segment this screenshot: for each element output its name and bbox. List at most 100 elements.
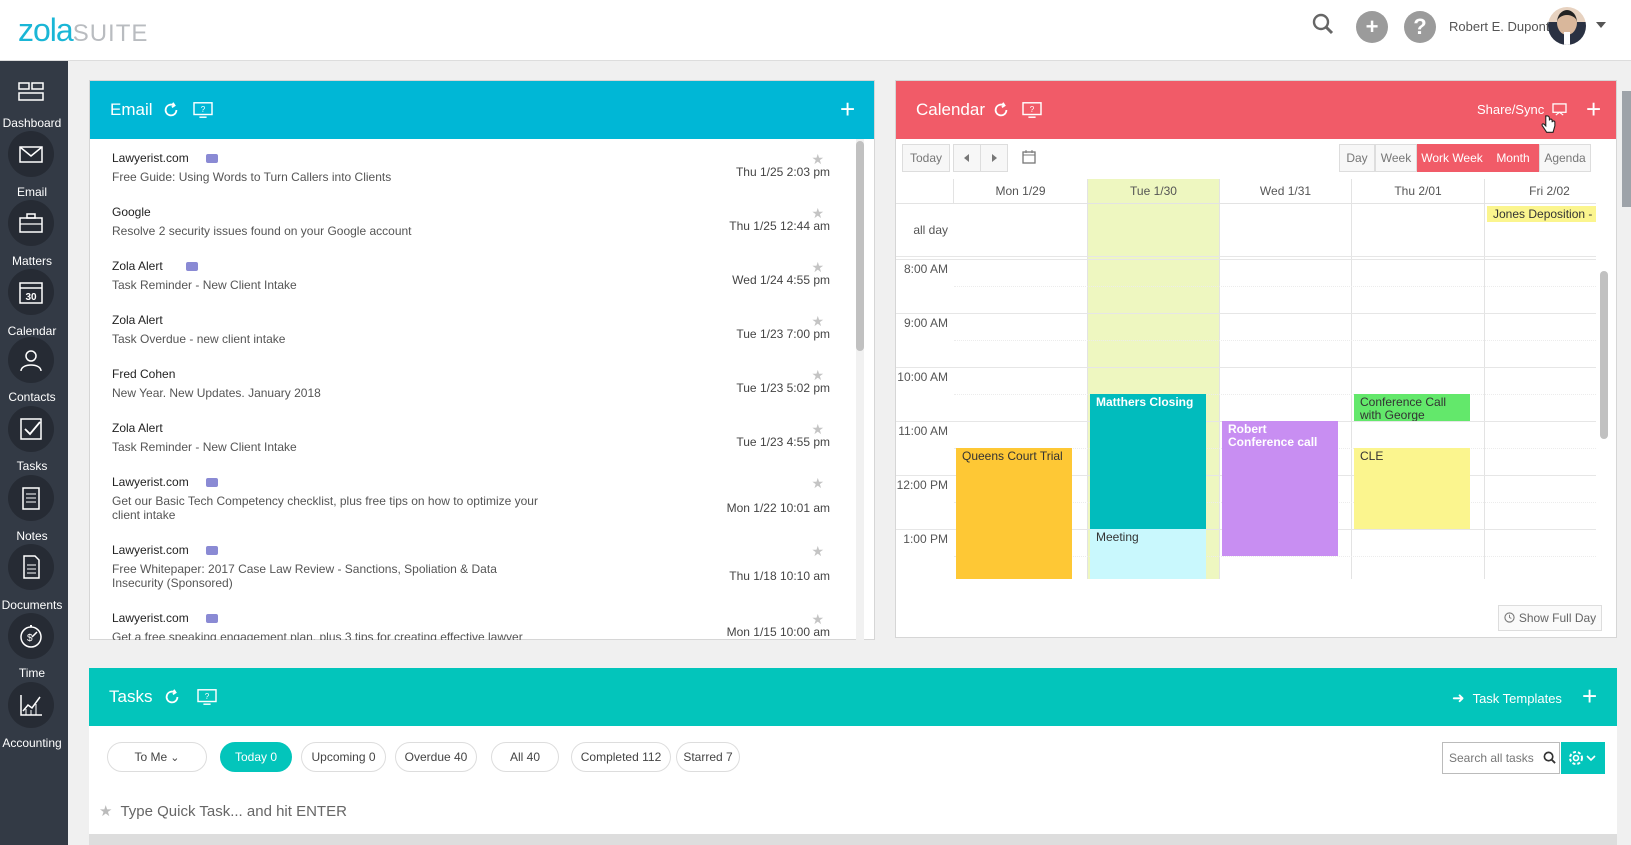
- refresh-icon[interactable]: [992, 101, 1012, 121]
- chevron-down-icon[interactable]: [1596, 22, 1606, 28]
- help-screen-icon[interactable]: ?: [1022, 101, 1042, 121]
- view-month-button[interactable]: Month: [1487, 144, 1539, 172]
- calendar-badge-text: 30: [25, 292, 37, 303]
- show-full-day-button[interactable]: Show Full Day: [1498, 605, 1602, 631]
- day-header[interactable]: Mon 1/29: [954, 179, 1088, 204]
- star-icon[interactable]: ★: [811, 313, 824, 329]
- star-icon[interactable]: ★: [811, 367, 824, 383]
- email-date: Wed 1/24 4:55 pm: [732, 273, 830, 287]
- star-icon[interactable]: ★: [811, 259, 824, 275]
- next-button[interactable]: [980, 144, 1008, 172]
- sidebar-item-email[interactable]: Email: [0, 131, 68, 199]
- avatar[interactable]: [1548, 7, 1586, 45]
- email-sender: Zola Alert: [112, 421, 163, 435]
- task-settings-button[interactable]: [1561, 742, 1605, 774]
- task-filter-completed[interactable]: Completed 112: [571, 742, 671, 772]
- email-row[interactable]: Google Resolve 2 security issues found on…: [90, 205, 850, 265]
- search-tasks-input[interactable]: Search all tasks: [1442, 742, 1560, 774]
- sidebar-item-documents[interactable]: Documents: [0, 544, 68, 612]
- svg-text:$: $: [27, 633, 33, 644]
- today-button[interactable]: Today: [902, 144, 950, 172]
- sidebar-item-contacts[interactable]: Contacts: [0, 337, 68, 405]
- calendar-scrollbar[interactable]: [1600, 271, 1608, 439]
- sidebar-item-dashboard[interactable]: Dashboard: [0, 61, 68, 133]
- calendar-event[interactable]: Queens Court Trial: [956, 448, 1072, 579]
- task-filter-all[interactable]: All 40: [491, 742, 559, 772]
- help-screen-icon[interactable]: ?: [197, 688, 217, 708]
- view-agenda-button[interactable]: Agenda: [1539, 144, 1591, 172]
- day-column[interactable]: [1485, 204, 1596, 579]
- email-scroll-track[interactable]: [856, 139, 864, 640]
- email-date: Tue 1/23 5:02 pm: [736, 381, 830, 395]
- collapse-tab[interactable]: [1622, 91, 1631, 207]
- logo-secondary: SUITE: [72, 20, 149, 47]
- add-event-icon[interactable]: +: [1586, 94, 1602, 124]
- calendar-event[interactable]: Conference Call with George Palesky: [1354, 394, 1470, 421]
- star-icon[interactable]: ★: [811, 205, 824, 221]
- prev-button[interactable]: [953, 144, 981, 172]
- task-filter-starred[interactable]: Starred 7: [676, 742, 740, 772]
- sidebar-item-notes[interactable]: Notes: [0, 475, 68, 543]
- day-header[interactable]: Wed 1/31: [1220, 179, 1352, 204]
- star-icon[interactable]: ★: [811, 421, 824, 437]
- email-row[interactable]: Zola Alert Task Overdue - new client inta…: [90, 313, 850, 373]
- calendar-event[interactable]: Robert Conference call: [1222, 421, 1338, 556]
- task-filter-upcoming[interactable]: Upcoming 0: [301, 742, 386, 772]
- email-date: Mon 1/22 10:01 am: [726, 501, 830, 515]
- help-icon[interactable]: ?: [1404, 11, 1436, 43]
- refresh-icon[interactable]: [162, 101, 182, 121]
- email-row[interactable]: Fred Cohen New Year. New Updates. January…: [90, 367, 850, 427]
- refresh-icon[interactable]: [163, 688, 183, 708]
- search-icon[interactable]: [1312, 13, 1334, 35]
- tasks-panel-header: Tasks ? ➜ Task Templates +: [89, 668, 1617, 726]
- svg-text:?: ?: [1030, 105, 1035, 114]
- help-screen-icon[interactable]: ?: [193, 101, 213, 121]
- sidebar-item-accounting[interactable]: Accounting: [0, 682, 68, 750]
- day-column[interactable]: [1220, 204, 1352, 579]
- email-scrollbar[interactable]: [856, 141, 864, 351]
- star-icon[interactable]: ★: [99, 803, 113, 820]
- day-header[interactable]: Thu 2/01: [1352, 179, 1485, 204]
- sidebar-item-calendar[interactable]: 30 Calendar: [0, 269, 68, 338]
- add-email-icon[interactable]: +: [840, 94, 856, 124]
- star-icon[interactable]: ★: [811, 543, 824, 559]
- task-filter-label: Today 0: [234, 750, 278, 764]
- star-icon[interactable]: ★: [811, 475, 824, 491]
- day-header[interactable]: Fri 2/02: [1485, 179, 1596, 204]
- email-row[interactable]: Zola Alert Task Reminder - New Client Int…: [90, 421, 850, 481]
- sidebar-item-time[interactable]: $ Time: [0, 613, 68, 681]
- email-row[interactable]: Lawyerist.com Get our Basic Tech Competen…: [90, 475, 850, 535]
- task-filter-overdue[interactable]: Overdue 40: [395, 742, 477, 772]
- user-name[interactable]: Robert E. Dupont: [1449, 19, 1550, 34]
- task-filter-today[interactable]: Today 0: [220, 742, 292, 772]
- star-icon[interactable]: ★: [811, 151, 824, 167]
- view-day-button[interactable]: Day: [1339, 144, 1375, 172]
- star-icon[interactable]: ★: [811, 611, 824, 627]
- share-sync-button[interactable]: Share/Sync: [1477, 102, 1567, 117]
- sidebar-item-matters[interactable]: Matters: [0, 200, 68, 268]
- quick-task-input[interactable]: ★ Type Quick Task... and hit ENTER: [99, 802, 347, 820]
- task-templates-button[interactable]: ➜ Task Templates: [1452, 689, 1562, 707]
- task-filter-to-dropdown[interactable]: To Me ⌄: [107, 742, 207, 772]
- add-icon[interactable]: +: [1356, 11, 1388, 43]
- zola-suite-logo[interactable]: zolaSUITE: [18, 12, 148, 49]
- day-column[interactable]: [954, 204, 1088, 579]
- sidebar-item-tasks[interactable]: Tasks: [0, 406, 68, 474]
- email-row[interactable]: Zola Alert Task Reminder - New Client Int…: [90, 259, 850, 319]
- email-row[interactable]: Lawyerist.com Free Guide: Using Words to …: [90, 151, 850, 211]
- view-week-button[interactable]: Week: [1375, 144, 1417, 172]
- day-header[interactable]: Tue 1/30: [1088, 179, 1220, 204]
- view-work-week-button[interactable]: Work Week: [1417, 144, 1487, 172]
- email-row[interactable]: Lawyerist.com Get a free speaking engagem…: [90, 611, 850, 640]
- calendar-panel-title: Calendar: [916, 100, 985, 119]
- search-icon[interactable]: [1543, 751, 1556, 767]
- day-column[interactable]: [1352, 204, 1485, 579]
- briefcase-icon: [206, 546, 218, 555]
- date-picker-icon[interactable]: [1022, 150, 1036, 167]
- add-task-icon[interactable]: +: [1582, 681, 1598, 711]
- email-row[interactable]: Lawyerist.com Free Whitepaper: 2017 Case …: [90, 543, 850, 603]
- calendar-event[interactable]: Jones Deposition - Southe: [1487, 206, 1596, 222]
- calendar-event[interactable]: CLE: [1354, 448, 1470, 529]
- calendar-event[interactable]: Meeting: [1090, 529, 1206, 579]
- calendar-event[interactable]: Matthers Closing: [1090, 394, 1206, 529]
